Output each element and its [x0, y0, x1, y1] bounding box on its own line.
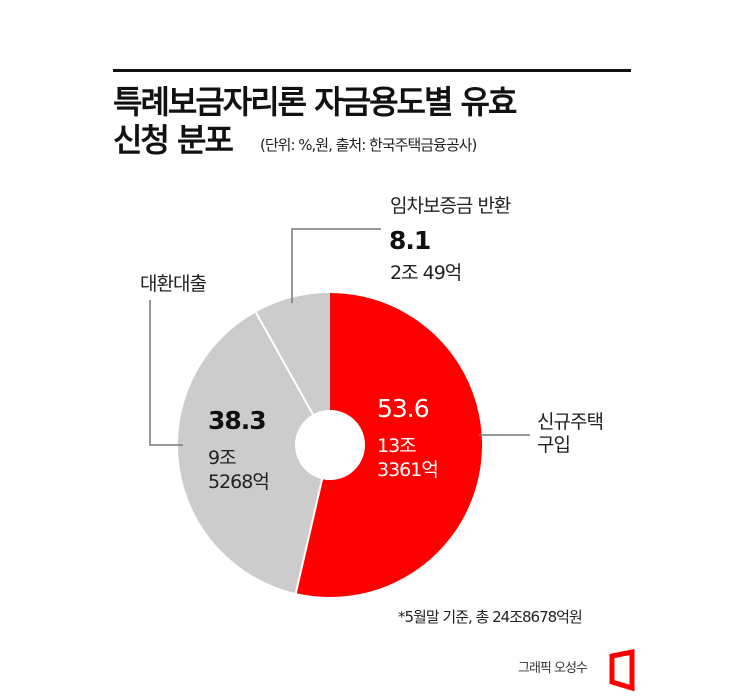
unit-source-note: (단위: %,원, 출처: 한국주택금융공사)	[260, 136, 477, 154]
label-refinance-amount-1: 9조	[208, 447, 237, 469]
label-deposit-return-pct: 8.1	[389, 226, 431, 255]
slice-deposit-return	[255, 293, 330, 445]
credit-logo-icon	[609, 648, 635, 692]
leader-refinance	[149, 300, 183, 446]
label-new-home-name-1: 신규주택	[537, 411, 604, 433]
label-new-home-amount-1: 13조	[377, 435, 417, 457]
graphic-credit: 그래픽 오성수	[518, 661, 588, 676]
slice-new-home	[295, 293, 483, 597]
slice-refinance	[177, 312, 330, 594]
label-refinance-pct: 38.3	[208, 406, 267, 435]
chart-title-line-2: 신청 분포	[113, 121, 234, 159]
top-rule	[113, 69, 631, 72]
label-new-home-name-2: 구입	[537, 434, 571, 456]
donut-hole	[295, 410, 365, 480]
leader-deposit-return	[291, 228, 381, 303]
label-new-home-pct: 53.6	[377, 394, 430, 423]
label-deposit-return-amount: 2조 49억	[390, 262, 462, 284]
label-refinance-amount-2: 5268억	[208, 471, 270, 493]
label-new-home-amount-2: 3361억	[377, 459, 439, 481]
chart-title-line-1: 특례보금자리론 자금용도별 유효	[113, 83, 517, 121]
label-refinance-name: 대환대출	[140, 273, 207, 295]
label-deposit-return-name: 임차보증금 반환	[390, 195, 511, 217]
footnote: *5월말 기준, 총 24조8678억원	[398, 608, 583, 626]
